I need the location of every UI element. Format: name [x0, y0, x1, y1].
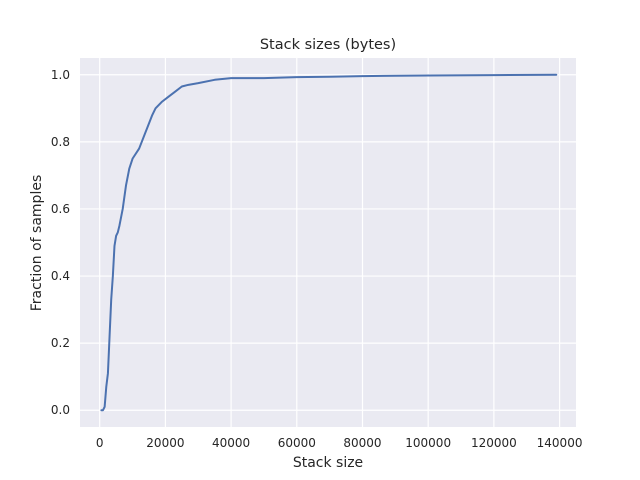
x-gridlines: [99, 58, 561, 427]
chart-title: Stack sizes (bytes): [260, 37, 396, 53]
y-axis-label: Fraction of samples: [29, 175, 45, 311]
series-layer: [100, 73, 558, 412]
y-tick-label: 0.2: [51, 336, 70, 350]
y-tick-label: 1.0: [51, 68, 70, 82]
y-tick-label: 0.6: [51, 202, 70, 216]
x-tick-label: 140000: [537, 436, 583, 450]
y-tick-labels: 0.0 0.2 0.4 0.6 0.8 1.0: [51, 68, 70, 417]
x-tick-label: 20000: [146, 436, 184, 450]
x-axis-label: Stack size: [293, 455, 363, 471]
x-tick-label: 100000: [405, 436, 451, 450]
y-tick-label: 0.4: [51, 269, 70, 283]
series-line: [100, 73, 558, 412]
x-tick-label: 120000: [471, 436, 517, 450]
x-tick-label: 0: [96, 436, 104, 450]
x-tick-labels: 0 20000 40000 60000 80000 100000 120000 140000: [96, 436, 583, 450]
y-tick-label: 0.0: [51, 403, 70, 417]
x-tick-label: 60000: [278, 436, 316, 450]
x-tick-label: 80000: [343, 436, 381, 450]
y-tick-label: 0.8: [51, 135, 70, 149]
x-tick-label: 40000: [212, 436, 250, 450]
plot-area: [80, 58, 576, 427]
